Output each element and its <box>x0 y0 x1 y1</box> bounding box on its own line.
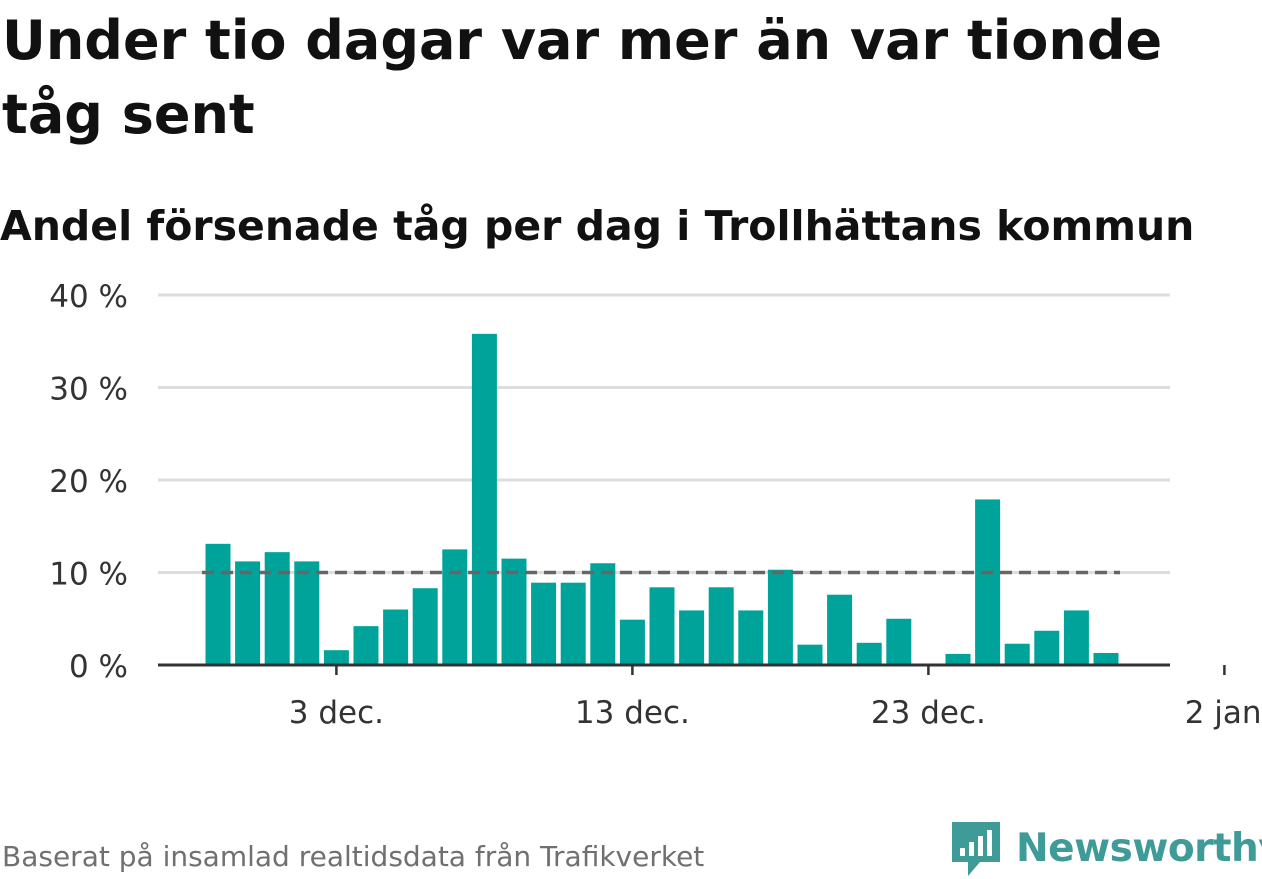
bar <box>945 653 971 665</box>
bar <box>560 582 586 665</box>
bar <box>1004 643 1030 665</box>
bar <box>235 561 261 665</box>
bar <box>471 333 497 665</box>
bar <box>649 587 675 665</box>
y-tick-label: 10 % <box>49 557 128 593</box>
bar <box>353 626 379 665</box>
bar <box>856 642 882 665</box>
bar <box>679 610 705 665</box>
bar <box>383 609 409 665</box>
bar <box>412 588 438 665</box>
x-tick-label: 13 dec. <box>575 695 690 731</box>
bar <box>205 543 231 665</box>
x-tick-label: 3 dec. <box>289 695 384 731</box>
chart-title: Under tio dagar var mer än var tionde tå… <box>2 9 1163 146</box>
gridlines <box>158 293 1170 574</box>
bar-chart: 0 % 10 % 20 % 30 % 40 % 3 dec. 13 dec. 23 dec. 2… <box>49 279 1262 731</box>
bar <box>1034 630 1060 665</box>
bar <box>531 582 557 665</box>
bar <box>886 618 912 665</box>
bar <box>590 563 616 665</box>
bar <box>442 549 468 665</box>
bar <box>294 561 320 665</box>
y-tick-label: 20 % <box>49 464 128 500</box>
bar <box>619 619 645 665</box>
bar <box>767 569 793 665</box>
bar <box>738 610 764 665</box>
bar <box>827 594 853 665</box>
bar <box>1093 652 1119 665</box>
x-tick-label: 23 dec. <box>871 695 986 731</box>
bar <box>323 650 349 665</box>
bar <box>501 558 527 665</box>
bar <box>708 587 734 665</box>
brand-logo[interactable]: Newsworthy <box>950 818 1262 878</box>
bar <box>1063 610 1089 665</box>
bar <box>264 552 290 665</box>
brand-name: Newsworthy <box>1016 825 1262 871</box>
chart-subtitle: Andel försenade tåg per dag i Trollhätta… <box>0 202 1195 250</box>
y-tick-label: 30 % <box>49 372 128 408</box>
y-tick-label: 0 % <box>69 649 128 685</box>
bars <box>205 333 1119 665</box>
newsworthy-logo-icon <box>952 822 1000 876</box>
y-tick-label: 40 % <box>49 279 128 315</box>
bar <box>797 644 823 665</box>
source-note: Baserat på insamlad realtidsdata från Tr… <box>2 840 705 873</box>
axes: 0 % 10 % 20 % 30 % 40 % 3 dec. 13 dec. 23 dec. 2… <box>49 279 1262 731</box>
x-tick-label: 2 jan. <box>1185 695 1262 731</box>
bar <box>975 499 1001 665</box>
